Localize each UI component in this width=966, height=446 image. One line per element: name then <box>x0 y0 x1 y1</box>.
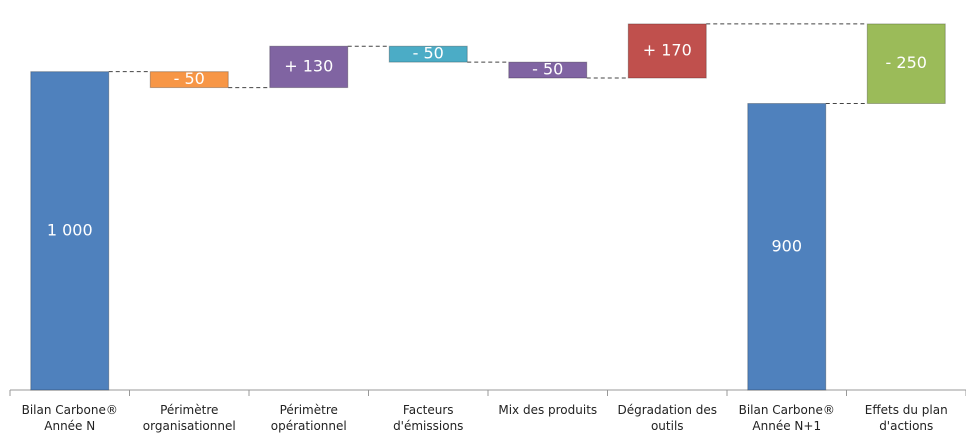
x-tick-label: Facteurs d'émissions <box>393 403 464 433</box>
x-tick-label: Bilan Carbone® Année N <box>21 403 118 433</box>
bar <box>269 45 349 89</box>
bar <box>747 103 827 391</box>
x-tick-label: Périmètre opérationnel <box>270 403 347 433</box>
x-tick-label: Effets du plan d'actions <box>864 403 948 433</box>
bar <box>866 23 946 105</box>
x-tick-label: Périmètre organisationnel <box>142 403 236 433</box>
x-tick-label: Dégradation des outils <box>617 403 718 433</box>
x-tick-label: Bilan Carbone® Année N+1 <box>738 403 835 433</box>
value-label: + 170 <box>643 40 692 59</box>
bar <box>627 23 707 79</box>
value-label: 900 <box>771 236 802 255</box>
bar <box>508 61 588 79</box>
value-label: - 250 <box>886 53 927 72</box>
x-tick-label: Mix des produits <box>498 403 598 417</box>
value-label: + 130 <box>284 56 333 75</box>
value-label: - 50 <box>174 69 205 88</box>
value-label: - 50 <box>413 44 444 63</box>
value-label: - 50 <box>532 60 563 79</box>
bar <box>30 71 110 391</box>
bar <box>388 45 468 63</box>
bar <box>149 71 229 89</box>
value-label: 1 000 <box>47 220 93 239</box>
